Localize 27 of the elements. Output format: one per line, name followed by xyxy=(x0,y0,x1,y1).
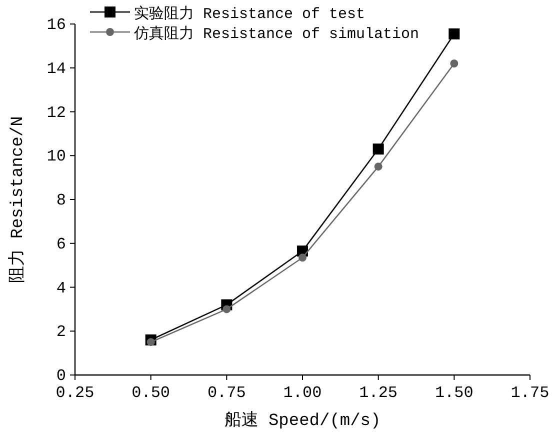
y-tick-label: 0 xyxy=(56,367,66,385)
x-tick-label: 0.25 xyxy=(56,384,94,402)
y-tick-label: 14 xyxy=(46,60,66,78)
y-tick-label: 10 xyxy=(46,148,66,166)
point xyxy=(298,254,306,262)
legend-label: 仿真阻力 Resistance of simulation xyxy=(133,25,420,43)
point xyxy=(448,28,460,40)
y-tick-label: 16 xyxy=(46,16,66,34)
x-tick-label: 1.75 xyxy=(510,384,550,402)
x-tick-label: 1.25 xyxy=(359,384,398,402)
point xyxy=(146,338,155,346)
legend-label: 实验阻力 Resistance of test xyxy=(134,5,366,23)
x-tick-label: 0.75 xyxy=(207,384,246,402)
x-axis-title: 船速 Speed/(m/s) xyxy=(224,411,381,431)
point xyxy=(374,162,382,171)
y-tick-label: 2 xyxy=(56,323,66,342)
y-axis-title: 阻力 Resistance/N xyxy=(8,116,28,283)
y-tick-label: 6 xyxy=(56,235,66,254)
point xyxy=(222,305,231,314)
x-tick-label: 0.50 xyxy=(132,384,170,402)
x-tick-label: 1.00 xyxy=(283,384,322,402)
y-tick-label: 12 xyxy=(46,104,66,122)
y-tick-label: 8 xyxy=(56,192,66,210)
x-tick-label: 1.50 xyxy=(434,384,474,402)
point xyxy=(372,144,384,155)
point xyxy=(450,59,458,68)
y-tick-label: 4 xyxy=(56,279,66,298)
